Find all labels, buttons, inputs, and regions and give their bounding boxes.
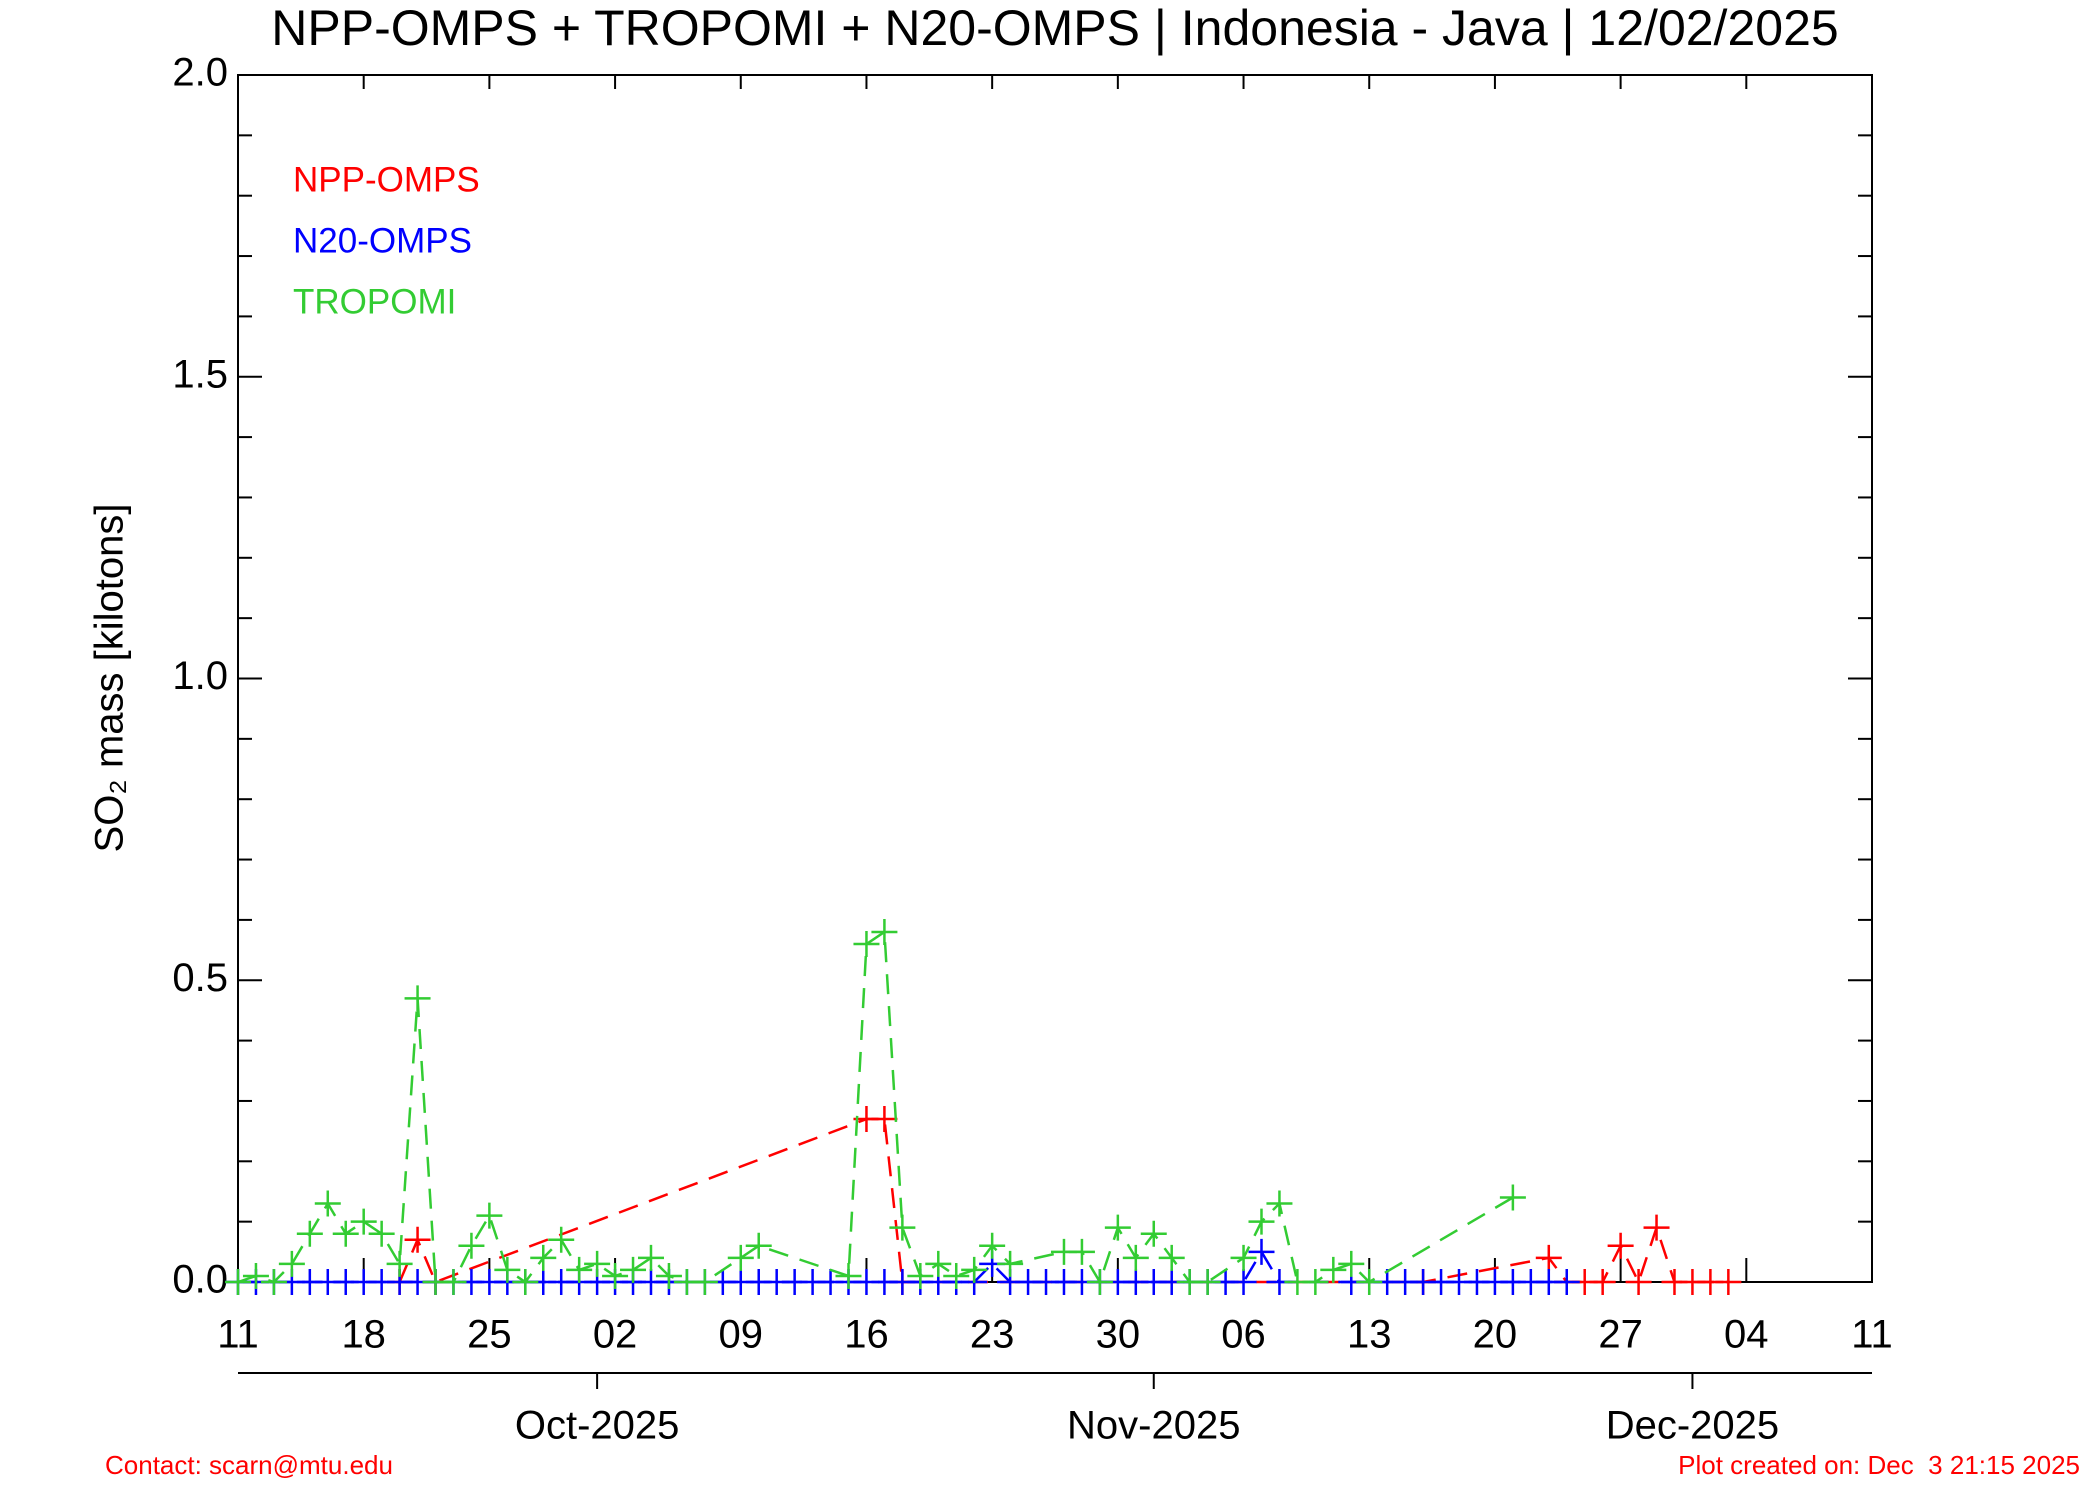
point-marker [997,1250,1024,1277]
point-marker [979,1232,1006,1259]
point-marker [225,1269,251,1295]
x-tick-label: 27 [1598,1313,1643,1357]
point-marker [1158,1244,1185,1271]
x-tick-label: 18 [341,1313,386,1357]
point-marker [1338,1250,1365,1277]
point-marker [961,1256,988,1283]
point-marker [889,1214,916,1241]
point-marker [1553,1269,1580,1295]
point-marker [494,1256,521,1283]
point-marker [1230,1244,1257,1271]
point-marker [907,1262,934,1289]
chart-title: NPP-OMPS + TROPOMI + N20-OMPS | Indonesi… [271,0,1838,56]
point-marker [691,1269,718,1295]
point-marker [1266,1190,1293,1217]
legend-entry: NPP-OMPS [293,160,480,199]
point-marker [602,1262,629,1289]
point-marker [548,1226,575,1253]
x-tick-label: 11 [1851,1313,1893,1357]
point-marker [476,1202,503,1229]
point-marker [404,985,431,1012]
point-marker [350,1208,377,1235]
point-marker [1104,1214,1131,1241]
point-marker [1643,1214,1670,1241]
point-marker [835,1262,862,1289]
legend-entry: TROPOMI [293,282,456,321]
point-marker [584,1250,611,1277]
point-marker [1715,1269,1742,1295]
x-tick-label: 30 [1096,1313,1141,1357]
point-marker [871,1106,898,1133]
footer-contact: Contact: scarn@mtu.edu [105,1450,393,1480]
x-tick-label: 16 [844,1313,889,1357]
x-tick-label: 04 [1724,1313,1769,1357]
y-axis-label: SO₂ mass [kilotons] [88,504,132,853]
point-marker [278,1250,305,1277]
x-tick-label: 20 [1473,1313,1518,1357]
point-marker [386,1250,413,1277]
point-marker [1589,1269,1616,1295]
point-marker [1086,1269,1113,1295]
point-marker [1068,1238,1095,1265]
point-marker [727,1244,754,1271]
point-marker [566,1256,593,1283]
point-marker [314,1190,341,1217]
plot-frame [237,74,1873,1283]
point-marker [512,1269,539,1295]
x-tick-label: 13 [1347,1313,1392,1357]
point-marker [620,1256,647,1283]
footer-created: Plot created on: Dec 3 21:15 2025 [1678,1450,2080,1480]
point-marker [1535,1244,1562,1271]
point-marker [1230,1269,1257,1295]
point-marker [1248,1238,1275,1265]
x-tick-label: 25 [467,1313,512,1357]
x-tick-label: 11 [217,1313,259,1357]
y-tick-label: 1.0 [172,654,228,698]
point-marker [943,1262,970,1289]
point-marker [242,1262,269,1289]
point-marker [332,1220,359,1247]
point-marker [1194,1269,1221,1295]
legend-entry: N20-OMPS [293,221,472,260]
point-marker [296,1220,323,1247]
point-marker [404,1226,431,1253]
point-marker [1248,1208,1275,1235]
month-label: Dec-2025 [1606,1404,1779,1448]
y-tick-label: 0.0 [172,1258,228,1302]
series-line [237,929,1514,1285]
point-marker [1122,1244,1149,1271]
point-marker [853,931,880,958]
point-marker [1607,1232,1634,1259]
y-tick-label: 0.5 [172,956,228,1000]
point-marker [871,918,898,945]
x-tick-label: 23 [970,1313,1015,1357]
point-marker [1302,1269,1329,1295]
x-tick-label: 09 [719,1313,764,1357]
point-marker [440,1269,467,1295]
y-tick-label: 1.5 [172,352,228,396]
x-tick-label: 02 [593,1313,638,1357]
y-tick-label: 2.0 [172,51,228,95]
point-marker [655,1262,682,1289]
point-marker [1320,1256,1347,1283]
point-marker [1625,1269,1652,1295]
point-marker [925,1250,952,1277]
x-tick-label: 06 [1221,1313,1266,1357]
month-label: Oct-2025 [515,1404,680,1448]
point-marker [1499,1184,1526,1211]
point-marker [368,1220,395,1247]
point-marker [745,1232,772,1259]
point-marker [1140,1220,1167,1247]
point-marker [260,1269,287,1295]
point-marker [458,1232,485,1259]
month-label: Nov-2025 [1067,1404,1240,1448]
point-marker [637,1244,664,1271]
point-marker [1356,1269,1383,1295]
point-marker [530,1244,557,1271]
